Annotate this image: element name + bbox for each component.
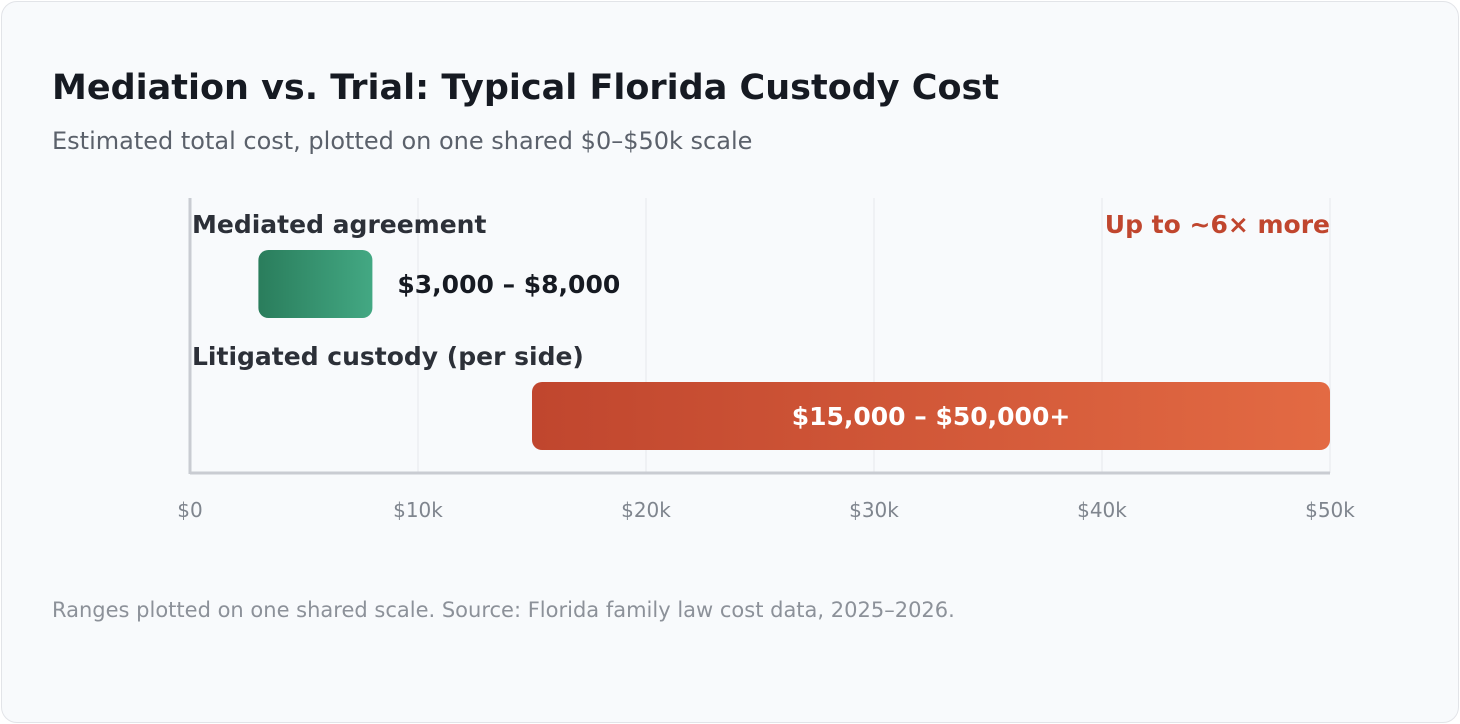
range-bar (532, 382, 1330, 450)
chart-footnote: Ranges plotted on one shared scale. Sour… (52, 598, 955, 622)
x-tick-label: $20k (621, 498, 671, 522)
bars: Mediated agreement $3,000 – $8,000 Litigat… (192, 210, 1330, 450)
chart-title: Mediation vs. Trial: Typical Florida Cus… (52, 68, 1000, 108)
bar-value-label: $15,000 – $50,000+ (792, 402, 1071, 431)
category-label: Litigated custody (per side) (192, 342, 584, 371)
range-bar (258, 250, 373, 318)
x-tick-label: $30k (849, 498, 899, 522)
bar-value-label: $3,000 – $8,000 (397, 270, 620, 299)
annotation: Up to ~6× more (1105, 210, 1330, 239)
x-tick-label: $0 (177, 498, 202, 522)
category-label: Mediated agreement (192, 210, 486, 239)
x-tick-label: $40k (1077, 498, 1127, 522)
x-axis: $0 $10k $20k $30k $40k $50k (177, 198, 1355, 522)
chart-subtitle: Estimated total cost, plotted on one sha… (52, 127, 753, 155)
x-tick-label: $10k (393, 498, 443, 522)
x-tick-label: $50k (1305, 498, 1355, 522)
